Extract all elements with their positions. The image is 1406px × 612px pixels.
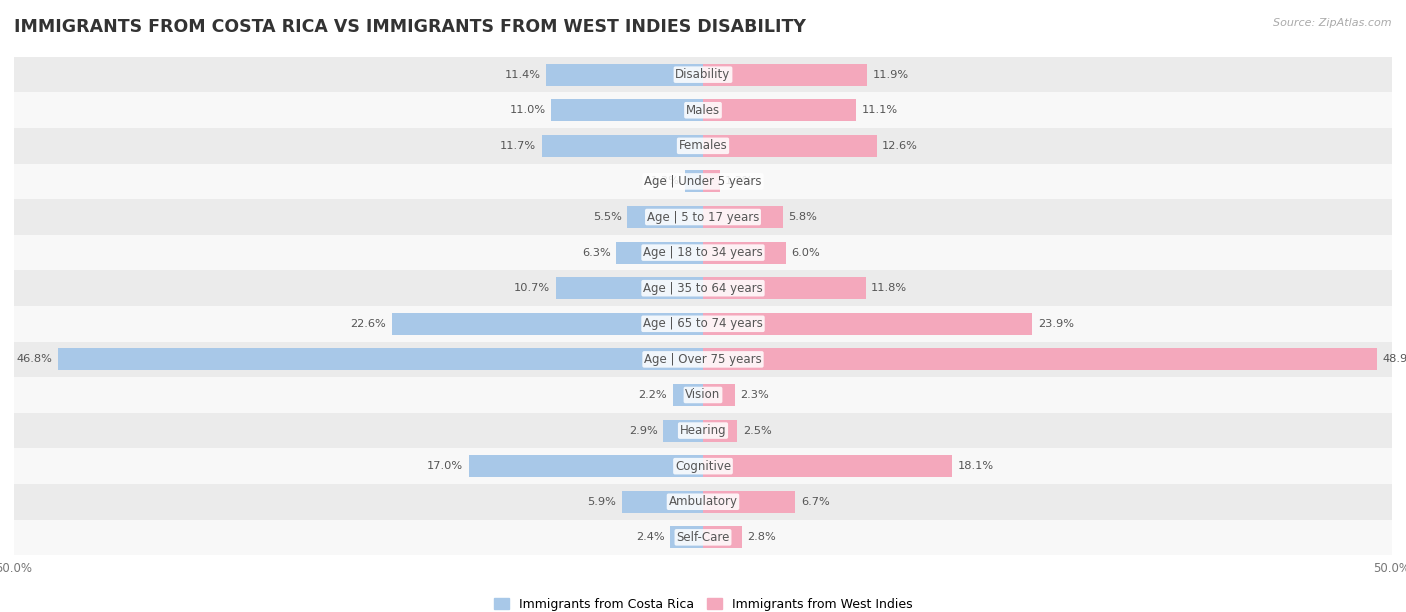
Bar (685, 170, 703, 192)
Bar (14, 128, 1392, 163)
Bar (14, 484, 1392, 520)
Bar (58, 348, 703, 370)
Text: Females: Females (679, 140, 727, 152)
Text: Vision: Vision (685, 389, 721, 401)
Text: 6.7%: 6.7% (801, 497, 830, 507)
Text: 11.8%: 11.8% (872, 283, 907, 293)
Text: 17.0%: 17.0% (427, 461, 463, 471)
Bar (14, 449, 1392, 484)
Bar (703, 135, 876, 157)
Text: Age | 35 to 64 years: Age | 35 to 64 years (643, 282, 763, 295)
Text: 46.8%: 46.8% (17, 354, 52, 364)
Bar (664, 420, 703, 442)
Text: Age | Under 5 years: Age | Under 5 years (644, 175, 762, 188)
Bar (703, 526, 741, 548)
Text: 11.1%: 11.1% (862, 105, 897, 115)
Text: 5.8%: 5.8% (789, 212, 817, 222)
Text: Age | 65 to 74 years: Age | 65 to 74 years (643, 317, 763, 330)
Bar (14, 235, 1392, 271)
Bar (703, 455, 952, 477)
Bar (14, 341, 1392, 377)
Text: 5.5%: 5.5% (593, 212, 621, 222)
Text: Source: ZipAtlas.com: Source: ZipAtlas.com (1274, 18, 1392, 28)
Text: 2.9%: 2.9% (628, 425, 658, 436)
Bar (541, 135, 703, 157)
Bar (703, 206, 783, 228)
Text: 6.0%: 6.0% (792, 248, 820, 258)
Text: Cognitive: Cognitive (675, 460, 731, 472)
Bar (703, 348, 1376, 370)
Text: 2.4%: 2.4% (636, 532, 665, 542)
Bar (14, 200, 1392, 235)
Bar (703, 384, 735, 406)
Text: Ambulatory: Ambulatory (668, 495, 738, 508)
Text: 12.6%: 12.6% (882, 141, 918, 151)
Bar (14, 520, 1392, 555)
Text: Age | 5 to 17 years: Age | 5 to 17 years (647, 211, 759, 223)
Text: 2.2%: 2.2% (638, 390, 668, 400)
Bar (14, 92, 1392, 128)
Bar (703, 242, 786, 264)
Bar (14, 271, 1392, 306)
Bar (14, 57, 1392, 92)
Text: 2.3%: 2.3% (740, 390, 769, 400)
Text: 1.3%: 1.3% (651, 176, 679, 187)
Text: 22.6%: 22.6% (350, 319, 387, 329)
Bar (468, 455, 703, 477)
Bar (703, 277, 866, 299)
Text: 6.3%: 6.3% (582, 248, 610, 258)
Text: Males: Males (686, 104, 720, 117)
Text: Age | 18 to 34 years: Age | 18 to 34 years (643, 246, 763, 259)
Bar (392, 313, 703, 335)
Text: Self-Care: Self-Care (676, 531, 730, 544)
Bar (546, 64, 703, 86)
Text: 23.9%: 23.9% (1038, 319, 1074, 329)
Text: 18.1%: 18.1% (957, 461, 994, 471)
Text: 10.7%: 10.7% (515, 283, 550, 293)
Bar (703, 64, 868, 86)
Bar (14, 306, 1392, 341)
Bar (14, 377, 1392, 412)
Bar (703, 491, 796, 513)
Text: 2.5%: 2.5% (742, 425, 772, 436)
Text: 11.9%: 11.9% (873, 70, 908, 80)
Bar (703, 170, 720, 192)
Bar (627, 206, 703, 228)
Text: Disability: Disability (675, 68, 731, 81)
Bar (551, 99, 703, 121)
Text: Age | Over 75 years: Age | Over 75 years (644, 353, 762, 366)
Text: IMMIGRANTS FROM COSTA RICA VS IMMIGRANTS FROM WEST INDIES DISABILITY: IMMIGRANTS FROM COSTA RICA VS IMMIGRANTS… (14, 18, 806, 36)
Bar (14, 412, 1392, 449)
Bar (672, 384, 703, 406)
Bar (703, 420, 738, 442)
Text: Hearing: Hearing (679, 424, 727, 437)
Bar (14, 163, 1392, 200)
Legend: Immigrants from Costa Rica, Immigrants from West Indies: Immigrants from Costa Rica, Immigrants f… (489, 593, 917, 612)
Text: 2.8%: 2.8% (747, 532, 776, 542)
Bar (703, 313, 1032, 335)
Bar (669, 526, 703, 548)
Text: 1.2%: 1.2% (725, 176, 754, 187)
Bar (703, 99, 856, 121)
Text: 11.0%: 11.0% (510, 105, 546, 115)
Bar (621, 491, 703, 513)
Bar (616, 242, 703, 264)
Text: 11.7%: 11.7% (501, 141, 536, 151)
Bar (555, 277, 703, 299)
Text: 11.4%: 11.4% (505, 70, 540, 80)
Text: 5.9%: 5.9% (588, 497, 616, 507)
Text: 48.9%: 48.9% (1382, 354, 1406, 364)
